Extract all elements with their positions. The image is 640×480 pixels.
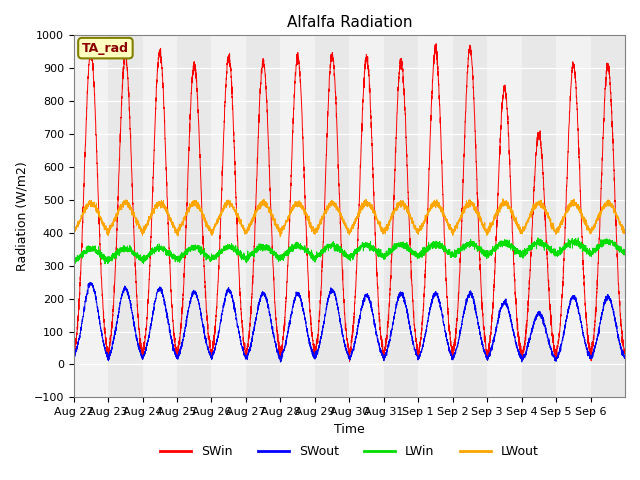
Line: SWout: SWout xyxy=(74,283,625,362)
LWout xyxy=(184,206,192,212)
SWout xyxy=(70,352,77,358)
LWout xyxy=(370,207,378,213)
Text: TA_rad: TA_rad xyxy=(82,42,129,55)
LWin xyxy=(70,257,77,263)
SWin xyxy=(399,80,407,86)
SWin xyxy=(346,359,353,364)
SWin xyxy=(501,88,509,94)
SWin xyxy=(621,349,629,355)
LWout xyxy=(399,200,407,206)
LWin xyxy=(621,251,629,256)
SWout xyxy=(501,300,509,305)
LWout xyxy=(70,229,77,235)
SWin xyxy=(528,238,536,244)
LWin xyxy=(370,244,378,250)
LWout xyxy=(501,202,509,207)
SWin xyxy=(432,41,440,47)
LWin xyxy=(542,242,550,248)
LWout xyxy=(621,227,629,233)
Line: SWin: SWin xyxy=(74,44,625,361)
Bar xyxy=(280,36,315,397)
Bar xyxy=(143,36,177,397)
SWin xyxy=(542,230,550,236)
LWin xyxy=(500,240,508,246)
Bar xyxy=(211,36,246,397)
LWin xyxy=(399,245,407,251)
Bar xyxy=(74,36,108,397)
SWout xyxy=(528,326,536,332)
LWin xyxy=(574,235,582,241)
LWout xyxy=(542,212,550,217)
Line: LWout: LWout xyxy=(74,199,625,237)
Bar xyxy=(349,36,384,397)
Y-axis label: Radiation (W/m2): Radiation (W/m2) xyxy=(15,161,28,271)
Bar xyxy=(487,36,522,397)
SWout xyxy=(399,294,407,300)
LWin xyxy=(101,261,109,267)
Legend: SWin, SWout, LWin, LWout: SWin, SWout, LWin, LWout xyxy=(155,441,544,464)
SWin xyxy=(70,348,77,354)
SWin xyxy=(370,189,378,195)
SWout xyxy=(542,328,550,334)
X-axis label: Time: Time xyxy=(334,422,365,436)
Title: Alfalfa Radiation: Alfalfa Radiation xyxy=(287,15,412,30)
SWin xyxy=(184,171,192,177)
SWout xyxy=(184,308,192,313)
SWout xyxy=(276,359,284,365)
LWout xyxy=(499,196,507,202)
Bar xyxy=(556,36,591,397)
SWout xyxy=(621,354,629,360)
SWout xyxy=(87,280,95,286)
LWout xyxy=(528,206,536,212)
Line: LWin: LWin xyxy=(74,238,625,264)
LWin xyxy=(528,243,536,249)
SWout xyxy=(370,317,378,323)
LWout xyxy=(276,234,284,240)
Bar xyxy=(419,36,452,397)
LWin xyxy=(184,248,192,253)
